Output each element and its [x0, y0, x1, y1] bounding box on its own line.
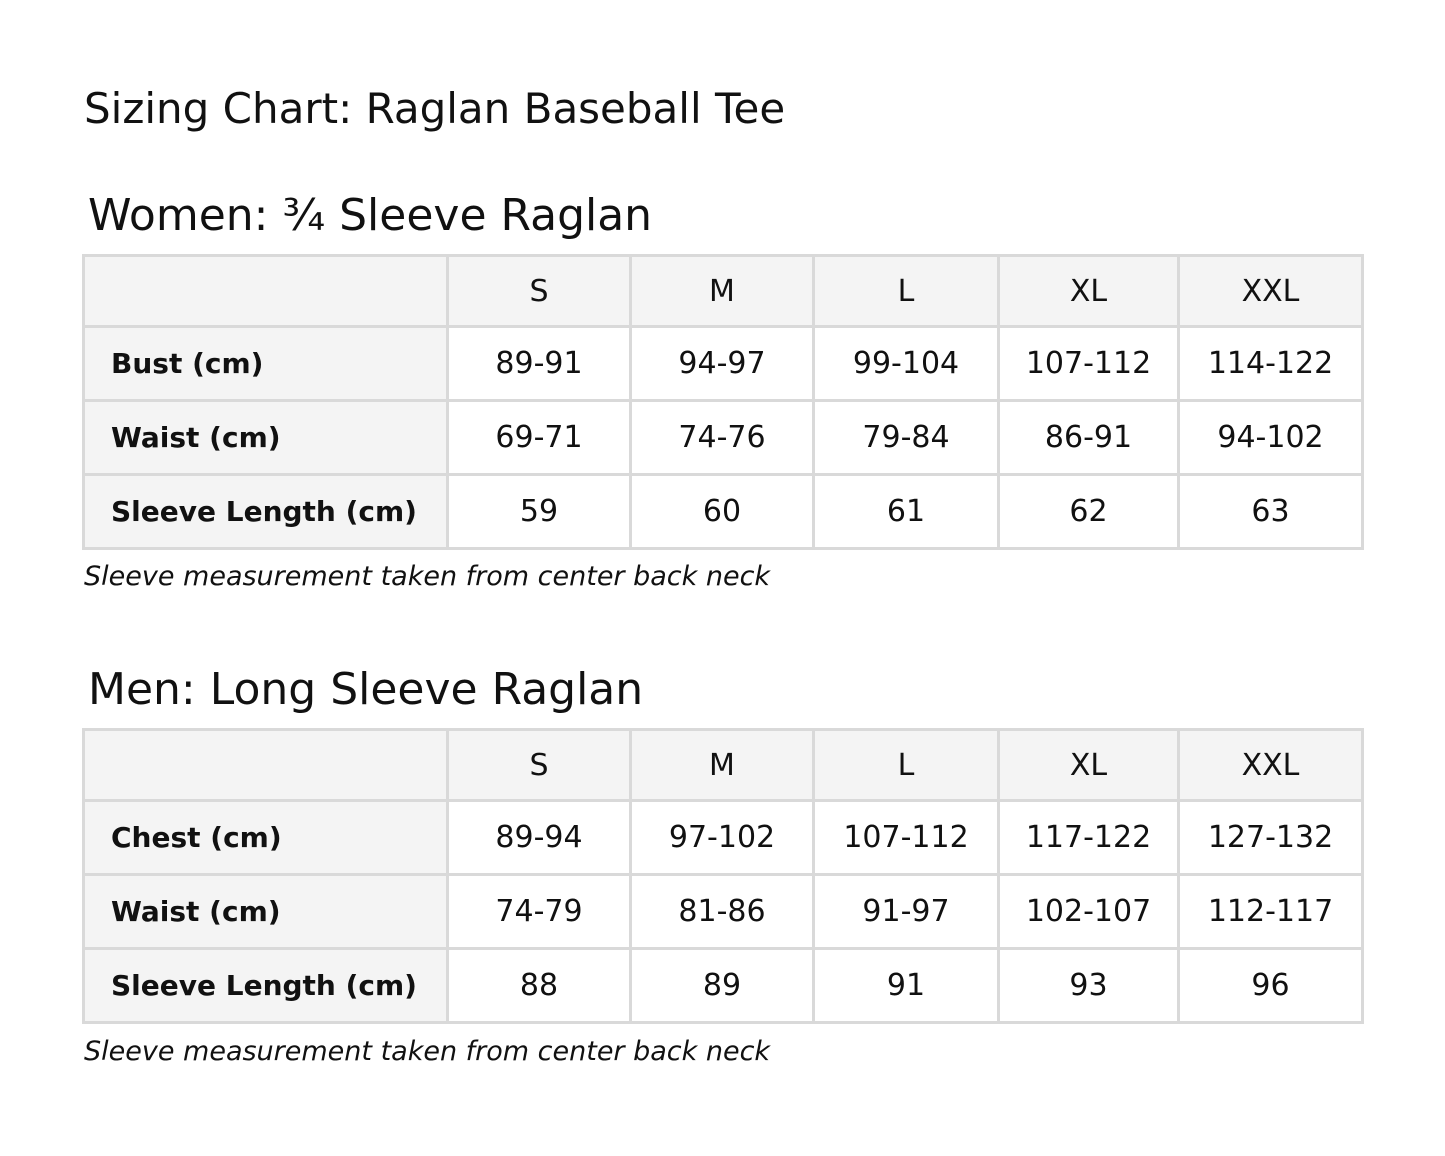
measurement-cell: 91 — [812, 947, 1000, 1024]
size-header: XL — [997, 728, 1180, 802]
measurement-cell: 107-112 — [812, 799, 1000, 876]
measurement-cell: 114-122 — [1177, 325, 1364, 402]
header-row: S M L XL XXL — [82, 254, 1364, 328]
measurement-cell: 60 — [629, 473, 815, 550]
size-header: M — [629, 254, 815, 328]
measurement-cell: 107-112 — [997, 325, 1180, 402]
size-header: L — [812, 728, 1000, 802]
measurement-cell: 117-122 — [997, 799, 1180, 876]
page-title: Sizing Chart: Raglan Baseball Tee — [84, 84, 786, 133]
measurement-cell: 88 — [446, 947, 632, 1024]
measurement-cell: 79-84 — [812, 399, 1000, 476]
row-label: Sleeve Length (cm) — [82, 947, 449, 1024]
table-row: Sleeve Length (cm) 88 89 91 93 96 — [82, 947, 1364, 1024]
women-sleeve-note: Sleeve measurement taken from center bac… — [84, 561, 771, 592]
men-size-table: S M L XL XXL Chest (cm) 89-94 97-102 107-112 117-… — [82, 728, 1364, 1024]
women-section-title: Women: ¾ Sleeve Raglan — [88, 190, 653, 241]
row-label: Waist (cm) — [82, 873, 449, 950]
measurement-cell: 81-86 — [629, 873, 815, 950]
measurement-cell: 69-71 — [446, 399, 632, 476]
measurement-cell: 94-102 — [1177, 399, 1364, 476]
measurement-cell: 89 — [629, 947, 815, 1024]
size-header: S — [446, 254, 632, 328]
measurement-cell: 89-94 — [446, 799, 632, 876]
measurement-cell: 93 — [997, 947, 1180, 1024]
measurement-cell: 91-97 — [812, 873, 1000, 950]
size-header: XL — [997, 254, 1180, 328]
table-row: Waist (cm) 74-79 81-86 91-97 102-107 112-117 — [82, 873, 1364, 950]
measurement-cell: 61 — [812, 473, 1000, 550]
men-section-title: Men: Long Sleeve Raglan — [88, 664, 644, 715]
measurement-cell: 97-102 — [629, 799, 815, 876]
women-size-table: S M L XL XXL Bust (cm) 89-91 94-97 99-104 107-112… — [82, 254, 1364, 550]
measurement-cell: 74-76 — [629, 399, 815, 476]
measurement-cell: 63 — [1177, 473, 1364, 550]
row-label: Waist (cm) — [82, 399, 449, 476]
measurement-cell: 62 — [997, 473, 1180, 550]
size-header: L — [812, 254, 1000, 328]
measurement-cell: 86-91 — [997, 399, 1180, 476]
measurement-cell: 74-79 — [446, 873, 632, 950]
measurement-cell: 127-132 — [1177, 799, 1364, 876]
table-row: Sleeve Length (cm) 59 60 61 62 63 — [82, 473, 1364, 550]
size-header: M — [629, 728, 815, 802]
measurement-cell: 99-104 — [812, 325, 1000, 402]
corner-cell — [82, 728, 449, 802]
table-row: Bust (cm) 89-91 94-97 99-104 107-112 114-122 — [82, 325, 1364, 402]
row-label: Sleeve Length (cm) — [82, 473, 449, 550]
size-header: XXL — [1177, 254, 1364, 328]
measurement-cell: 96 — [1177, 947, 1364, 1024]
table-row: Waist (cm) 69-71 74-76 79-84 86-91 94-102 — [82, 399, 1364, 476]
measurement-cell: 112-117 — [1177, 873, 1364, 950]
row-label: Bust (cm) — [82, 325, 449, 402]
measurement-cell: 89-91 — [446, 325, 632, 402]
size-header: XXL — [1177, 728, 1364, 802]
men-sleeve-note: Sleeve measurement taken from center bac… — [84, 1036, 771, 1067]
table-row: Chest (cm) 89-94 97-102 107-112 117-122 127-1… — [82, 799, 1364, 876]
measurement-cell: 94-97 — [629, 325, 815, 402]
size-header: S — [446, 728, 632, 802]
measurement-cell: 59 — [446, 473, 632, 550]
corner-cell — [82, 254, 449, 328]
measurement-cell: 102-107 — [997, 873, 1180, 950]
header-row: S M L XL XXL — [82, 728, 1364, 802]
row-label: Chest (cm) — [82, 799, 449, 876]
